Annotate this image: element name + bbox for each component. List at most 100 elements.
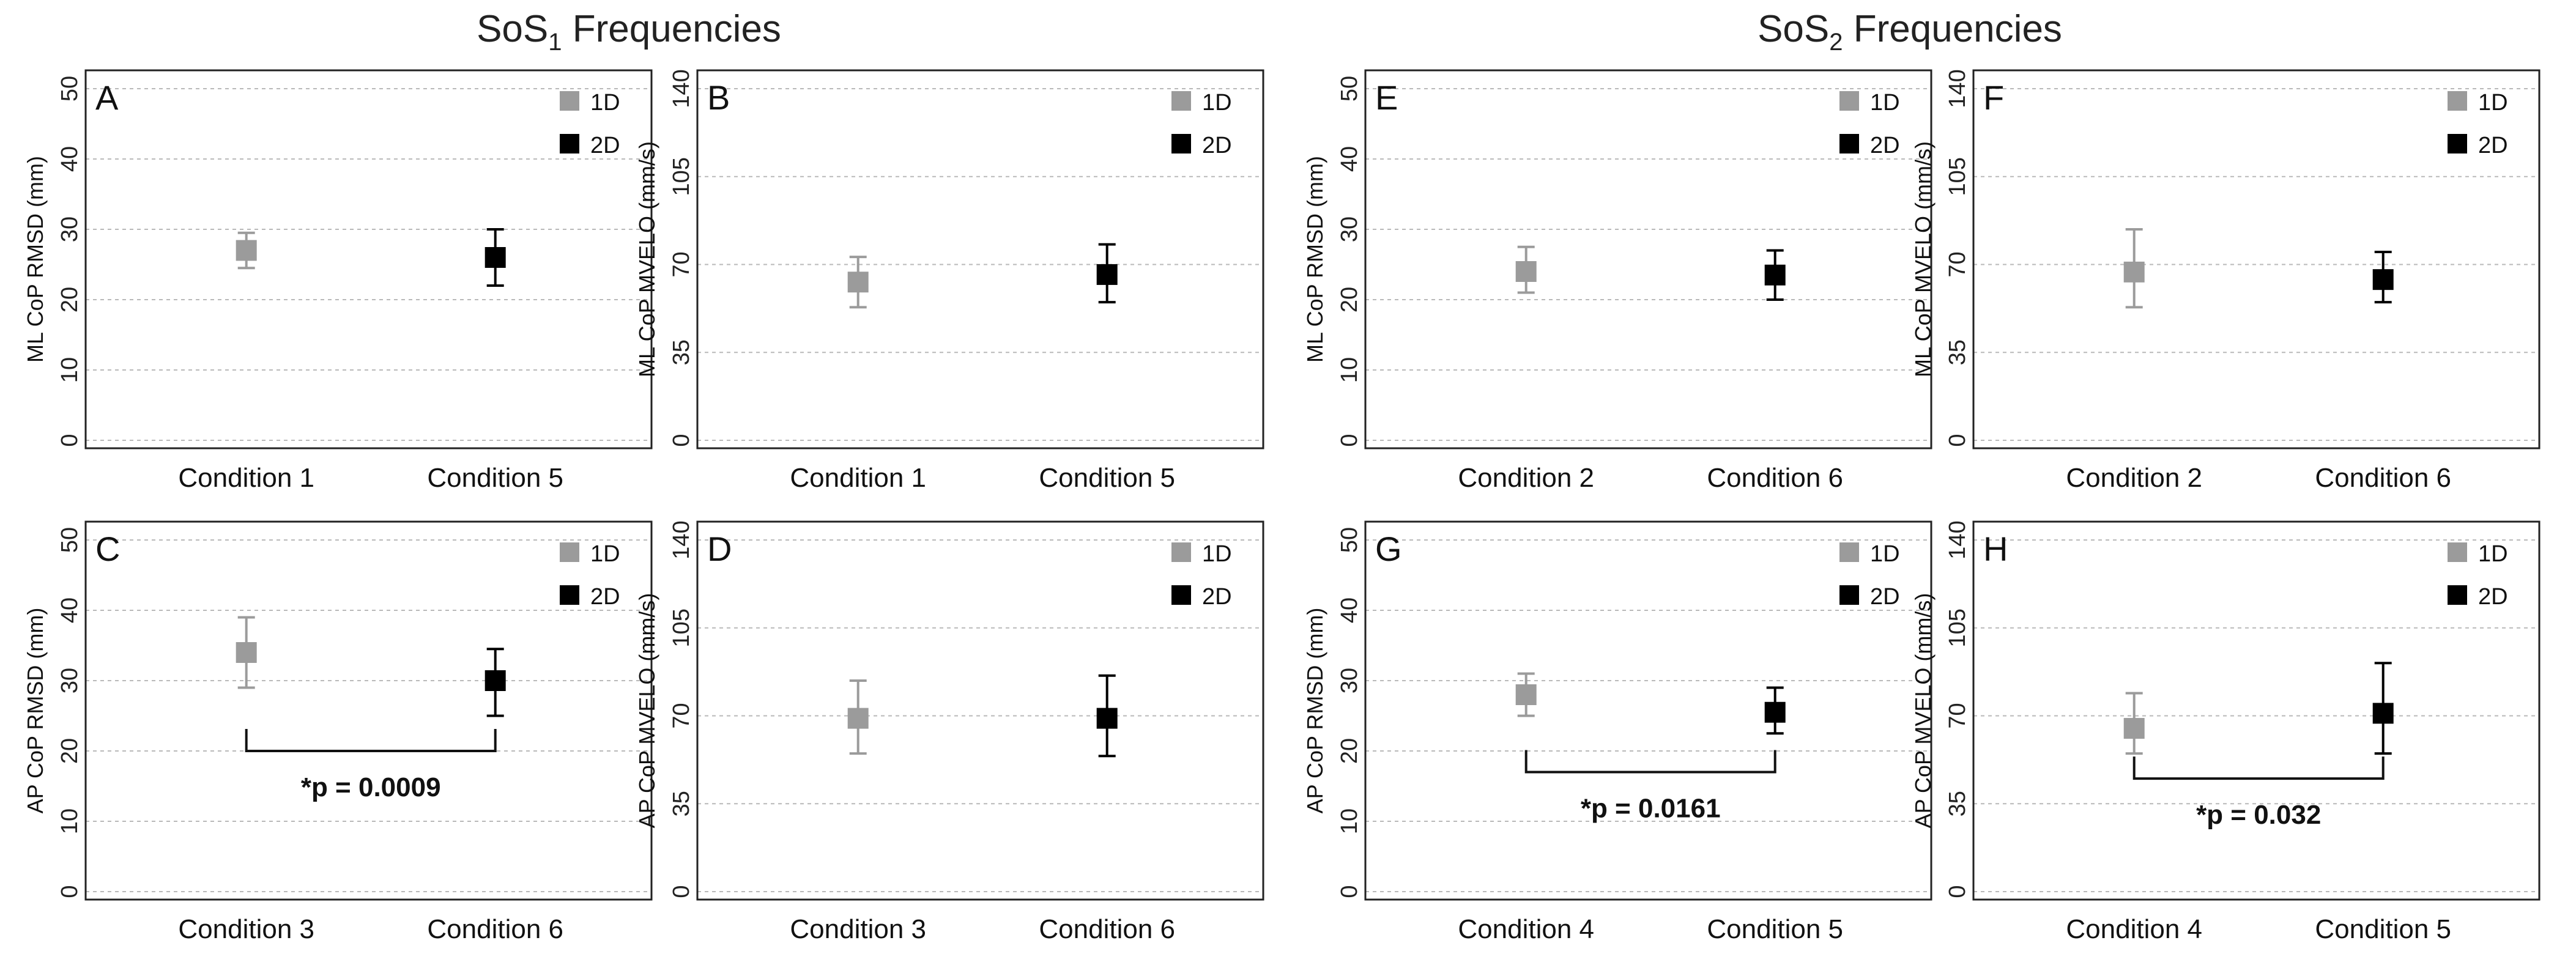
legend-label: 2D [1870,584,1900,610]
legend-label: 1D [2478,541,2508,567]
legend-marker [1839,134,1859,153]
x-category-label: Condition 5 [2315,914,2451,944]
panel-b: 0 35 70 105 140 ML CoP MVELO (mm/s) B 1D 2D Condi… [634,69,1264,493]
legend-label: 2D [1870,133,1900,158]
x-category-label: Condition 5 [1039,463,1175,493]
mean-marker [847,272,869,293]
y-tick-label: 35 [669,339,694,365]
panel-a: 0 10 20 30 40 50 ML CoP RMSD (mm) A 1D 2D Conditio… [23,69,653,493]
legend-marker [560,134,579,153]
mean-marker [2372,703,2394,724]
legend-marker [2448,91,2467,111]
legend-marker [2448,542,2467,562]
legend-label: 2D [590,133,620,158]
y-tick-label: 40 [1337,597,1362,623]
y-tick-label: 70 [1945,703,1970,728]
y-tick-label: 30 [1337,216,1362,242]
y-tick-label: 140 [669,520,694,559]
legend-label: 2D [2478,133,2508,158]
y-tick-label: 140 [1945,69,1970,108]
panel-letter: H [1983,530,2008,568]
plot-frame [1364,69,1932,449]
x-category-label: Condition 3 [790,914,926,944]
y-tick-label: 105 [669,608,694,647]
p-value-label: *p = 0.032 [2196,800,2321,830]
y-tick-label: 20 [1337,738,1362,764]
panel-c: 0 10 20 30 40 50 AP CoP RMSD (mm) C 1D 2D Conditio… [23,520,653,944]
legend-marker [1839,542,1859,562]
legend-marker [1839,585,1859,605]
x-category-label: Condition 2 [1458,463,1594,493]
x-category-label: Condition 6 [2315,463,2451,493]
legend-marker [1171,542,1191,562]
y-tick-label: 35 [669,791,694,816]
group-title-rest: Frequencies [562,8,781,50]
plot-frame [1364,520,1932,901]
y-axis-label: ML CoP RMSD (mm) [1302,156,1327,363]
y-tick-label: 50 [57,76,83,102]
legend-label: 2D [1202,133,1232,158]
y-tick-label: 10 [57,808,83,834]
y-tick-label: 40 [57,146,83,172]
y-tick-label: 20 [57,738,83,764]
group-title-base: SoS [477,8,548,50]
legend-label: 1D [590,90,620,116]
panel-e: 0 10 20 30 40 50 ML CoP RMSD (mm) E 1D 2D Conditio… [1302,69,1932,493]
legend-label: 1D [1202,541,1232,567]
significance-bracket [1524,750,1776,774]
x-category-label: Condition 6 [1039,914,1175,944]
legend-marker [1171,585,1191,605]
mean-marker [847,708,869,729]
y-axis-label: ML CoP RMSD (mm) [23,156,48,363]
panel-f: 0 35 70 105 140 ML CoP MVELO (mm/s) F 1D 2D Condi… [1910,69,2541,493]
y-tick-label: 35 [1945,791,1970,816]
y-tick-label: 50 [1337,76,1362,102]
y-tick-label: 0 [57,885,83,898]
y-tick-label: 35 [1945,339,1970,365]
mean-marker [236,642,257,663]
plot-frame [84,520,653,901]
mean-marker [1096,708,1118,729]
y-tick-label: 20 [1337,287,1362,312]
y-tick-label: 0 [1945,434,1970,446]
y-axis-label: AP CoP MVELO (mm/s) [1910,593,1936,829]
y-tick-label: 20 [57,287,83,312]
y-tick-label: 30 [1337,668,1362,693]
legend-label: 1D [590,541,620,567]
significance-bracket [245,729,497,752]
y-tick-label: 0 [669,885,694,898]
legend-label: 1D [1870,541,1900,567]
y-tick-label: 30 [57,668,83,693]
x-category-label: Condition 6 [1707,463,1843,493]
y-tick-label: 10 [1337,357,1362,383]
legend-marker [2448,134,2467,153]
plot-frame [696,520,1264,901]
y-axis-label: ML CoP MVELO (mm/s) [634,141,659,377]
y-tick-label: 40 [1337,146,1362,172]
group-title-sub: 2 [1829,29,1843,56]
x-category-label: Condition 4 [2066,914,2202,944]
x-category-label: Condition 3 [178,914,314,944]
mean-marker [2123,718,2145,739]
y-tick-label: 105 [1945,157,1970,196]
panels: 0 10 20 30 40 50 ML CoP RMSD (mm) A 1D 2D Conditio… [23,69,2541,944]
y-tick-label: 0 [1945,885,1970,898]
y-tick-label: 70 [669,251,694,277]
panel-d: 0 35 70 105 140 AP CoP MVELO (mm/s) D 1D 2D Condi… [634,520,1264,944]
y-tick-label: 70 [1945,251,1970,277]
y-tick-label: 70 [669,703,694,728]
panel-letter: G [1375,530,1402,568]
y-tick-label: 0 [1337,434,1362,446]
legend-label: 2D [590,584,620,610]
legend-marker [1171,91,1191,111]
panel-letter: D [707,530,732,568]
panel-letter: E [1375,78,1398,117]
plot-frame [1972,520,2541,901]
legend-marker [560,91,579,111]
x-category-label: Condition 1 [178,463,314,493]
y-tick-label: 140 [1945,520,1970,559]
y-axis-label: ML CoP MVELO (mm/s) [1910,141,1936,377]
group-title-base: SoS [1758,8,1829,50]
panel-letter: B [707,78,730,117]
plot-frame [84,69,653,449]
